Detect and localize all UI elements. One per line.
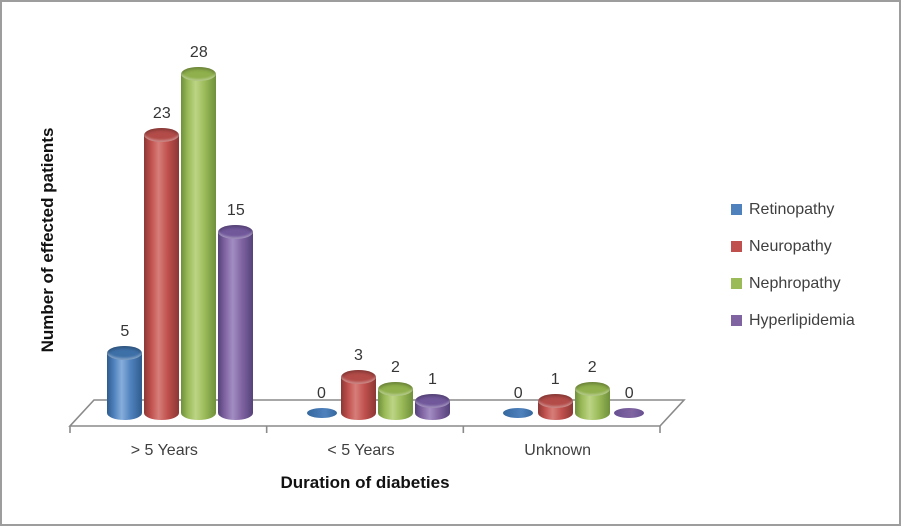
bar-top-nephropathy-5-years [181,67,217,82]
bar-value-label-neuropathy-unknown: 1 [550,370,560,388]
legend-item-retinopathy: Retinopathy [731,191,855,228]
bar-top-neuropathy-5-years [144,127,180,142]
bar-nephropathy-5-years [181,74,217,420]
x-axis-ticks [69,426,661,433]
bar-zero-retinopathy-unknown [503,408,534,418]
legend-swatch-icon [731,278,742,289]
bar-top-hyperlipidemia-5-years [415,393,450,408]
bar-value-label-hyperlipidemia-unknown: 0 [624,385,634,402]
legend-swatch-icon [731,204,742,215]
bar-zero-retinopathy-5-years [306,408,337,418]
bar-retinopathy-5-years [107,352,143,420]
bar-hyperlipidemia-5-years [218,231,254,420]
bar-neuropathy-5-years [144,134,180,420]
x-axis-title: Duration of diabeties [280,473,450,492]
legend-label: Nephropathy [749,274,841,292]
legend-label: Hyperlipidemia [749,311,855,329]
legend-label: Neuropathy [749,237,832,255]
bar-top-neuropathy-unknown [537,393,573,408]
bar-value-label-nephropathy-5-years: 2 [391,358,400,376]
legend-swatch-icon [731,241,742,252]
bar-value-label-retinopathy-5-years: 0 [317,385,326,402]
bar-top-nephropathy-5-years [378,381,413,396]
bar-value-label-hyperlipidemia-5-years: 1 [428,370,437,388]
bar-top-hyperlipidemia-5-years [218,224,254,239]
x-tick-label-5-years: < 5 Years [327,442,395,459]
legend-item-nephropathy: Nephropathy [731,265,855,302]
bar-value-label-neuropathy-5-years: 23 [152,104,171,122]
x-tick-label-unknown: Unknown [524,442,592,459]
legend-item-neuropathy: Neuropathy [731,228,855,265]
bar-value-label-neuropathy-5-years: 3 [354,346,363,364]
legend: Retinopathy Neuropathy Nephropathy Hyperlip… [731,191,855,339]
bar-value-label-retinopathy-unknown: 0 [513,385,523,402]
legend-swatch-icon [731,315,742,326]
bar-value-label-hyperlipidemia-5-years: 15 [226,201,245,219]
bar-value-label-nephropathy-unknown: 2 [587,358,597,376]
x-tick-label-5-years: > 5 Years [130,442,198,459]
bar-zero-hyperlipidemia-unknown [614,408,645,418]
bar-top-neuropathy-5-years [341,369,376,384]
legend-label: Retinopathy [749,200,835,218]
bar-top-retinopathy-5-years [107,345,143,360]
bar-value-label-retinopathy-5-years: 5 [120,322,130,340]
bar-top-nephropathy-unknown [574,381,610,396]
bar-value-label-nephropathy-5-years: 28 [189,44,208,62]
y-axis-title: Number of effected patients [38,127,57,353]
legend-item-hyperlipidemia: Hyperlipidemia [731,302,855,339]
bar-neuropathy-5-years [341,376,376,420]
